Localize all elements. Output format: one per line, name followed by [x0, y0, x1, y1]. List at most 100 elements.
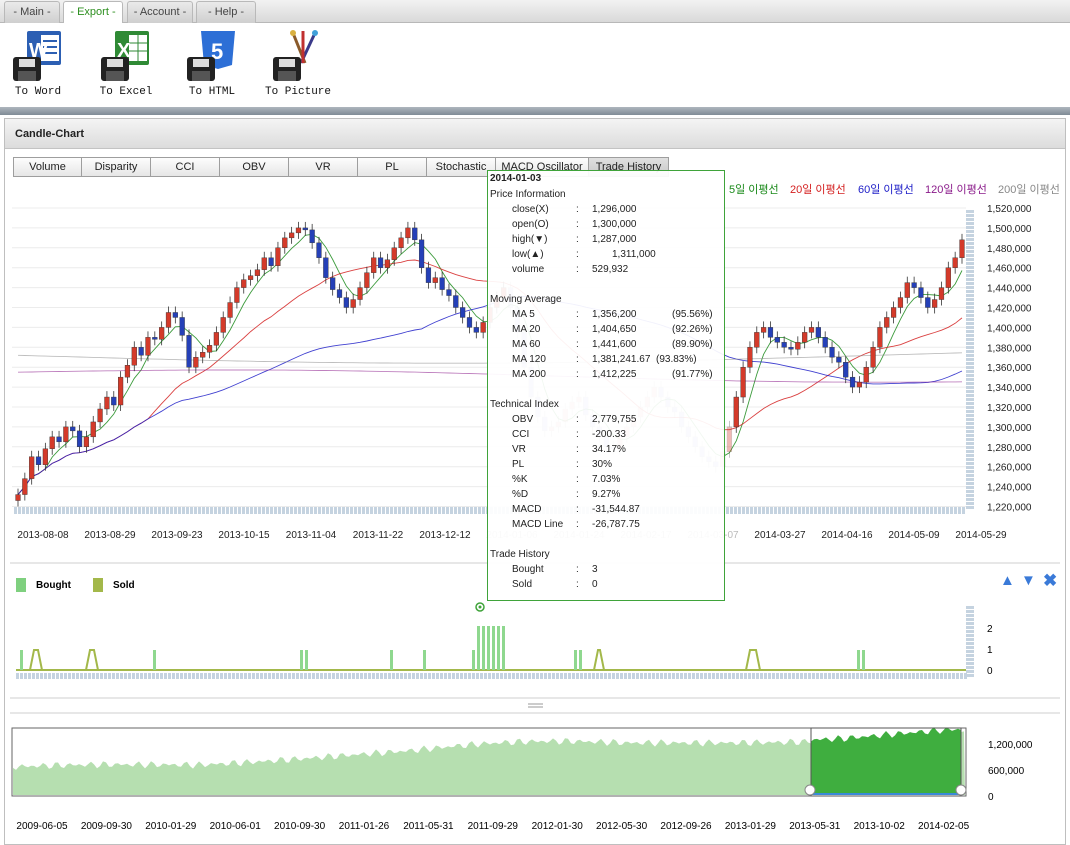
tooltip-trade-value: 0	[592, 579, 598, 590]
candle	[795, 336, 801, 356]
candle	[350, 293, 356, 314]
export-toolbar: W To Word X To Excel	[0, 23, 1070, 107]
candle	[788, 341, 794, 356]
candle	[227, 296, 233, 324]
candle	[822, 331, 828, 354]
candle	[330, 271, 336, 296]
tooltip-tech-label: %K	[512, 474, 528, 485]
tooltip-ma-pct: (91.77%)	[672, 369, 713, 380]
candle	[138, 341, 144, 362]
html5-save-icon: 5	[185, 29, 239, 83]
candle	[213, 326, 219, 352]
candle	[398, 231, 404, 254]
to-excel-button[interactable]: X To Excel	[88, 29, 164, 98]
tab-account[interactable]: - Account -	[127, 1, 193, 23]
tooltip-tech-value: -26,787.75	[592, 519, 640, 530]
candle	[747, 341, 753, 374]
tooltip-tech-label: CCI	[512, 429, 530, 440]
candle	[220, 311, 226, 339]
price-y-tick: 1,300,000	[987, 423, 1032, 434]
tooltip-colon: :	[576, 234, 579, 245]
tooltip-tech-label: VR	[512, 444, 526, 455]
overview-x-tick: 2011-01-26	[339, 821, 390, 832]
to-picture-button[interactable]: To Picture	[260, 29, 336, 98]
price-x-tick: 2013-09-23	[151, 530, 203, 541]
tooltip-colon: :	[576, 489, 579, 500]
tooltip-price-value: 1,300,000	[592, 219, 637, 230]
move-up-icon[interactable]: ▲	[1000, 572, 1015, 589]
overview-y-tick: 0	[988, 792, 994, 803]
to-html-button[interactable]: 5 To HTML	[174, 29, 250, 98]
candle	[124, 359, 131, 384]
candle	[165, 306, 172, 334]
tab-volume[interactable]: Volume	[13, 157, 82, 177]
bought-bar	[477, 626, 480, 670]
candle	[938, 281, 945, 306]
candle	[295, 221, 302, 239]
trade-history-chart: Bought Sold 2 1 0	[16, 578, 993, 679]
tab-main[interactable]: - Main -	[4, 1, 60, 23]
overview-x-tick: 2012-01-30	[532, 821, 584, 832]
ma120-legend: 120일 이평선	[925, 184, 987, 196]
tooltip-ma-pct: (89.90%)	[672, 339, 713, 350]
tab-disparity[interactable]: Disparity	[82, 157, 151, 177]
candle	[275, 241, 281, 272]
tab-obv[interactable]: OBV	[220, 157, 289, 177]
to-picture-label: To Picture	[264, 86, 331, 98]
candle	[172, 306, 178, 324]
candle	[22, 472, 28, 501]
range-selection[interactable]	[810, 727, 962, 797]
tab-stochastic[interactable]: Stochastic	[427, 157, 496, 177]
candle	[302, 221, 308, 236]
overview-x-tick: 2009-06-05	[16, 821, 68, 832]
overview-x-tick: 2013-10-02	[854, 821, 906, 832]
bought-bar	[579, 650, 582, 670]
candle	[261, 251, 267, 276]
overview-y-tick: 600,000	[988, 766, 1025, 777]
data-tooltip: 2014-01-03 Price Information close(X): 1,…	[487, 170, 725, 601]
candle	[726, 420, 733, 458]
bought-legend-swatch	[16, 578, 26, 592]
tooltip-price-label: high(▼)	[512, 234, 548, 245]
range-handle-left[interactable]	[804, 784, 816, 796]
overview-x-tick: 2010-06-01	[210, 821, 262, 832]
tab-pl[interactable]: PL	[358, 157, 427, 177]
candle	[932, 293, 938, 314]
candle	[309, 223, 315, 249]
price-x-tick: 2013-12-12	[419, 530, 471, 541]
candle	[323, 251, 329, 284]
price-x-tick: 2014-03-27	[754, 530, 806, 541]
tooltip-tech-label: OBV	[512, 414, 534, 425]
range-handle-right[interactable]	[955, 784, 967, 796]
candle	[241, 273, 247, 294]
tooltip-tech-value: 2,779,755	[592, 414, 637, 425]
price-y-tick: 1,280,000	[987, 443, 1032, 454]
price-y-tick: 1,240,000	[987, 483, 1032, 494]
to-word-button[interactable]: W To Word	[0, 29, 76, 98]
move-down-icon[interactable]: ▼	[1021, 572, 1036, 589]
bought-legend-label: Bought	[36, 580, 72, 591]
tooltip-tech-label: MACD Line	[512, 519, 564, 530]
panel-title: Candle-Chart	[5, 119, 1065, 149]
candle	[439, 271, 445, 296]
splitter-handle[interactable]	[528, 703, 543, 708]
bought-bar	[487, 626, 490, 670]
tooltip-tech-label: MACD	[512, 504, 542, 515]
candle	[49, 430, 55, 455]
close-icon[interactable]: ✖	[1043, 571, 1057, 590]
trade-y-tick: 1	[987, 645, 993, 656]
tab-export[interactable]: - Export -	[63, 1, 123, 24]
tab-cci[interactable]: CCI	[151, 157, 220, 177]
candle	[247, 269, 254, 286]
tooltip-tech-value: 34.17%	[592, 444, 626, 455]
tooltip-price-value: 1,311,000	[612, 249, 656, 260]
toolbar-divider	[0, 107, 1070, 115]
overview-x-tick: 2012-05-30	[596, 821, 648, 832]
overview-x-tick: 2013-01-29	[725, 821, 777, 832]
tooltip-colon: :	[576, 564, 579, 575]
candle	[234, 281, 240, 309]
tab-vr[interactable]: VR	[289, 157, 358, 177]
candle	[179, 311, 185, 342]
tab-help[interactable]: - Help -	[196, 1, 256, 23]
candle	[453, 289, 459, 314]
